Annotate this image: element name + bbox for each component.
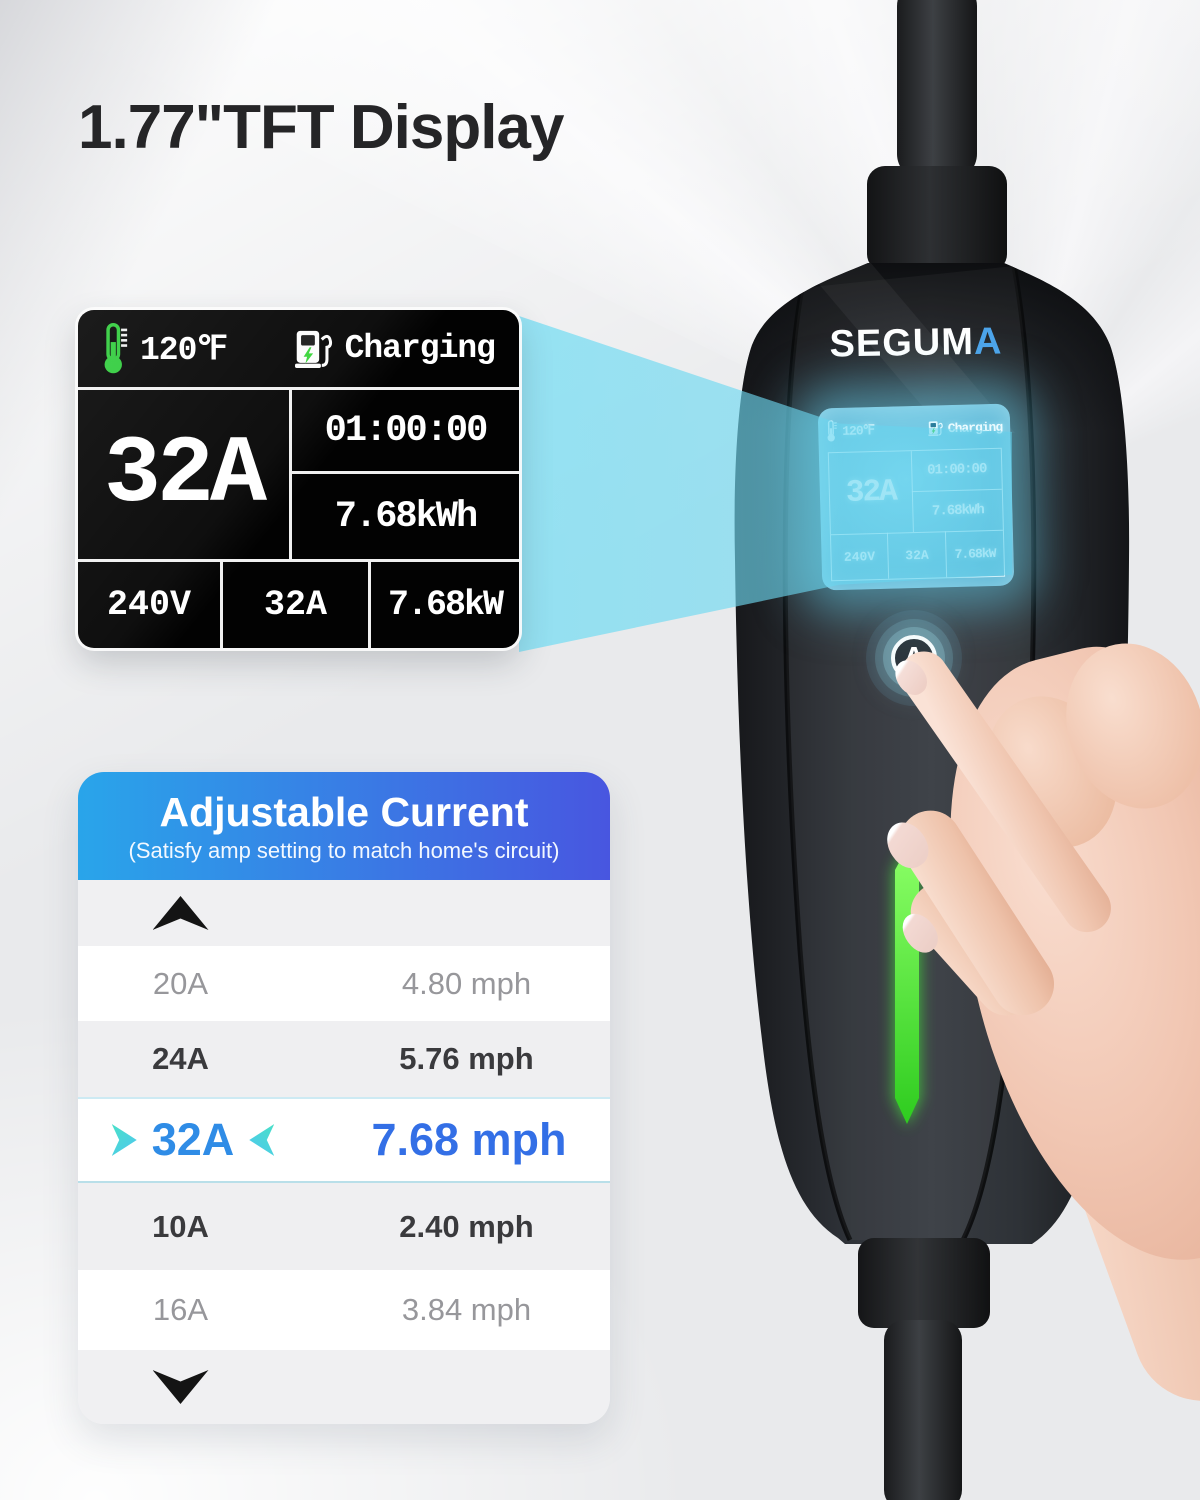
panel-subtitle: (Satisfy amp setting to match home's cir… [128,837,560,863]
panel-title: Adjustable Current [159,788,529,835]
tft-header: 120℉ Charging [78,310,519,387]
screen-status: Charging [947,419,1003,436]
tft-temperature: 120℉ [140,332,228,369]
device-screen-header: 120℉ Charging [826,408,1003,451]
panel-header: Adjustable Current (Satisfy amp setting … [78,772,610,880]
up-arrow-icon [152,896,209,930]
amp-row: 24A 5.76 mph [78,1021,610,1097]
led-indicator [895,848,919,1124]
power-cable-top [897,0,977,180]
adjustable-current-panel: Adjustable Current (Satisfy amp setting … [78,772,610,1424]
ev-charging-icon [294,330,332,368]
speed-value: 4.80 mph [401,965,532,1001]
scroll-up-row [78,880,610,946]
screen-current-small: 32A [905,547,929,564]
speed-value: 5.76 mph [399,1041,534,1076]
tft-current: 32A [103,420,267,529]
device-screen: 120℉ Charging 32A 01:00:00 7.68kWh 240V … [817,403,1015,591]
brand-logo-accent: A [973,320,1003,363]
amp-row: 16A 3.84 mph [78,1270,610,1350]
screen-current: 32A [845,474,897,511]
screen-temperature: 120℉ [842,422,875,439]
screen-energy: 7.68kWh [931,502,984,520]
brand-logo-main: SEGUM [829,320,975,366]
amp-value: 24A [152,1041,209,1076]
amp-row: 20A 4.80 mph [78,946,610,1021]
select-left-arrow-icon [249,1124,275,1156]
tft-voltage: 240V [106,585,191,625]
thermometer-icon [827,420,837,442]
tft-energy: 7.68kWh [334,495,478,538]
scroll-down-row [78,1350,610,1424]
power-cable-bottom [884,1320,962,1500]
amp-value: 10A [152,1208,209,1244]
screen-power: 7.68kW [954,545,996,563]
screen-time: 01:00:00 [926,461,987,479]
device-a-button: A [891,635,937,681]
amp-row: 10A 2.40 mph [78,1183,610,1270]
tft-display-mockup: 120℉ Charging 32A 01:00:00 7.68kWh 240V … [78,310,519,648]
amp-value: 20A [152,965,209,1001]
down-arrow-icon [152,1370,209,1404]
tft-power: 7.68kW [387,585,504,625]
thermometer-icon [104,322,128,373]
speed-value: 2.40 mph [399,1208,534,1244]
brand-logo: SEGUMA [798,320,1035,367]
screen-voltage: 240V [843,549,876,565]
amp-value: 16A [152,1292,209,1327]
tft-time: 01:00:00 [324,409,489,452]
device-a-button-label: A [903,641,925,674]
device-screen-grid: 32A 01:00:00 7.68kWh 240V 32A 7.68kW [827,447,1006,582]
speed-value-selected: 7.68 mph [371,1114,567,1165]
tft-current-small: 32A [263,585,327,625]
amp-row-selected: 32A 7.68 mph [78,1097,610,1183]
tft-status: Charging [344,330,496,367]
amp-value-selected: 32A [151,1114,235,1165]
select-right-arrow-icon [111,1124,137,1156]
ev-charging-icon [927,421,943,437]
speed-value: 3.84 mph [401,1292,532,1327]
